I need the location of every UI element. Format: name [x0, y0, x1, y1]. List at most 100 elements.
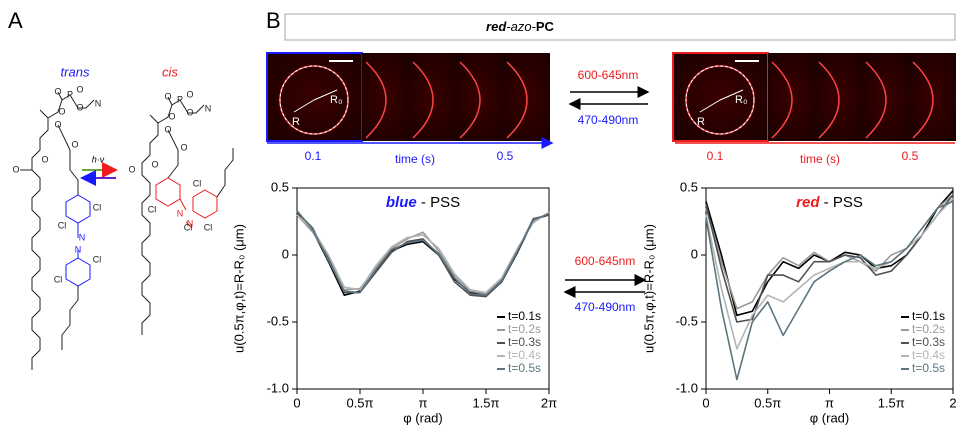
x-axis-label: φ (rad)	[403, 410, 443, 425]
atom: Cl	[93, 202, 102, 212]
vesicle-arc	[912, 61, 934, 139]
y-tick-label: -1.0	[676, 380, 698, 395]
legend-label: t=0.4s	[912, 348, 945, 362]
vesicle-arc	[771, 61, 793, 139]
time-end: 0.5	[497, 149, 514, 163]
panel-label: A	[8, 8, 23, 33]
atom: O	[186, 89, 193, 99]
r0-label: R₀	[330, 94, 343, 106]
x-tick-label: π	[825, 395, 834, 410]
atom: O	[54, 86, 61, 96]
fit-circle	[685, 65, 755, 135]
vesicle-arc	[818, 61, 840, 139]
y-tick-label: 0	[691, 246, 698, 261]
cis-structure	[141, 96, 234, 335]
series-line	[705, 194, 954, 310]
time-end: 0.5	[902, 149, 919, 163]
legend-label: t=0.3s	[912, 335, 945, 349]
time-axis-label: time (s)	[800, 152, 840, 166]
chart-title: red - PSS	[796, 194, 863, 211]
chart-title: blue - PSS	[386, 194, 460, 211]
x-tick-label: 0	[293, 395, 300, 410]
vesicle-arc	[506, 61, 528, 139]
title-rest: - PSS	[824, 194, 863, 211]
y-tick-label: -1.0	[267, 380, 289, 395]
y-axis-label: u(0.5π,φ,t)=R-R₀ (μm)	[641, 224, 656, 353]
series-line	[296, 211, 550, 294]
panel-a: A trans cis h·ν O P O O O N O O O O Cl C…	[8, 8, 234, 370]
x-tick-label: 1.5π	[472, 395, 499, 410]
atom: O	[168, 111, 175, 121]
atom: O	[164, 124, 171, 134]
atom: Cl	[184, 222, 193, 232]
panel-title: red-azo-PC	[486, 19, 555, 34]
legend-label: t=0.2s	[912, 322, 945, 336]
legend-label: t=0.1s	[508, 309, 541, 323]
atom: O	[180, 142, 187, 152]
x-tick-label: 0.5π	[346, 395, 373, 410]
vesicle-arc	[865, 61, 887, 139]
series-line	[296, 212, 550, 295]
hv-label: h·ν	[92, 154, 105, 164]
x-tick-label: 2	[949, 395, 956, 410]
atom: P	[67, 89, 73, 99]
series-line	[705, 200, 954, 381]
image-row	[266, 52, 550, 142]
atom: O	[128, 164, 135, 174]
fit-circle	[279, 65, 349, 135]
title-rest: - PSS	[421, 194, 460, 211]
radius	[699, 89, 744, 113]
y-tick-label: 0.5	[271, 179, 289, 194]
r0-label: R₀	[735, 94, 748, 106]
atom: O	[76, 84, 83, 94]
r-label: R	[697, 116, 705, 128]
atom: Cl	[54, 274, 63, 284]
atom: O	[41, 154, 48, 164]
atom: N	[75, 244, 82, 254]
atom: Cl	[148, 204, 157, 214]
time-axis-label: time (s)	[395, 152, 435, 166]
atom: O	[71, 139, 78, 149]
atom: N	[79, 232, 86, 242]
y-tick-label: 0	[282, 246, 289, 261]
atom: Cl	[58, 220, 67, 230]
title-part: PC	[536, 19, 555, 34]
vesicle-arc	[365, 61, 387, 139]
y-tick-label: 0.5	[680, 179, 698, 194]
legend-label: t=0.2s	[508, 322, 541, 336]
time-start: 0.1	[305, 149, 322, 163]
y-tick-label: -0.5	[267, 313, 289, 328]
atom: O	[186, 107, 193, 117]
atom: O	[12, 164, 19, 174]
x-tick-label: 1.5π	[878, 395, 905, 410]
image-row	[672, 52, 956, 142]
atom: O	[76, 102, 83, 112]
trans-structure	[20, 91, 95, 370]
title-part: -azo-	[506, 19, 536, 34]
wavelength: 470-490nm	[575, 300, 636, 314]
title-part: red	[486, 19, 507, 34]
radius	[293, 89, 338, 113]
x-tick-label: 2π	[541, 395, 557, 410]
wavelength: 600-645nm	[575, 254, 636, 268]
atom: N	[95, 98, 102, 108]
header-box	[284, 13, 956, 41]
atom: N	[187, 218, 194, 228]
image	[672, 52, 769, 142]
series-line	[296, 211, 550, 298]
legend-label: t=0.5s	[912, 361, 945, 375]
y-tick-label: -0.5	[676, 313, 698, 328]
series-line	[296, 212, 550, 296]
trans-label: trans	[61, 64, 90, 79]
title-emphasis: blue	[386, 194, 417, 211]
atom: N	[177, 208, 184, 218]
panel-label: B	[266, 8, 281, 33]
wavelength: 600-645nm	[578, 68, 639, 82]
time-start: 0.1	[707, 149, 724, 163]
atom: O	[54, 119, 61, 129]
cis-label: cis	[162, 64, 178, 79]
legend-label: t=0.3s	[508, 335, 541, 349]
r-label: R	[292, 116, 300, 128]
image	[266, 52, 363, 142]
